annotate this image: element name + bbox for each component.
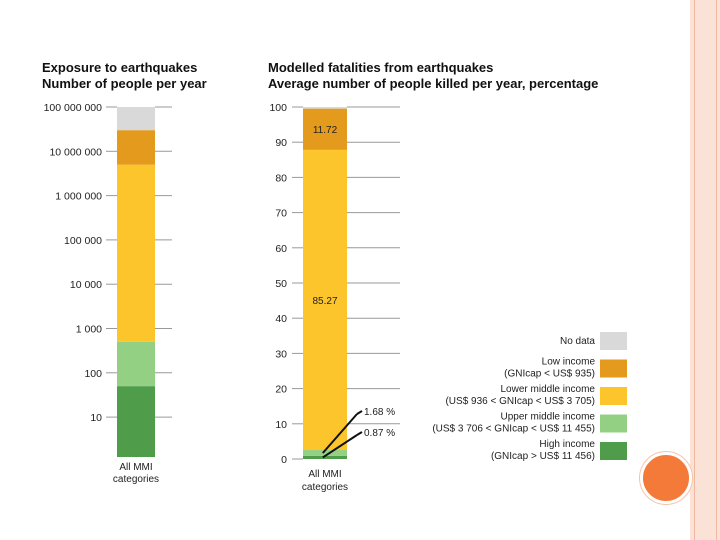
chart2-bar-segment: [303, 455, 347, 459]
legend-label: Upper middle income: [501, 412, 596, 423]
chart1-title: Exposure to earthquakes: [42, 60, 197, 75]
chart1-bar-segment: [117, 386, 155, 457]
chart2-tick-label: 100: [269, 102, 287, 114]
legend-sublabel: (US$ 3 706 < GNIcap < US$ 11 455): [432, 424, 595, 435]
legend-label: Lower middle income: [501, 384, 596, 395]
chart2-subtitle: Average number of people killed per year…: [268, 76, 598, 91]
legend: No data Low income(GNIcap < US$ 935) Lower…: [432, 332, 627, 462]
chart1-tick-label: 10 000: [70, 279, 102, 291]
chart2-callout-line: [322, 413, 358, 454]
legend-sublabel: (GNIcap < US$ 935): [504, 369, 595, 380]
chart2-category-label: All MMI: [308, 469, 341, 480]
legend-sublabel: (US$ 936 < GNIcap < US$ 3 705): [445, 396, 595, 407]
chart2-tick-label: 20: [275, 384, 287, 396]
chart2-tick-label: 60: [275, 243, 287, 255]
legend-swatch: [600, 442, 627, 460]
chart2-tick-label: 40: [275, 313, 287, 325]
chart1-category-label: categories: [113, 474, 159, 485]
chart1-tick-label: 1 000: [76, 324, 102, 336]
chart2-bar-segment: [303, 149, 347, 451]
chart2-callout-label: 1.68 %: [364, 407, 395, 418]
chart2-callout-line: [322, 434, 358, 459]
legend-swatch: [600, 414, 627, 433]
chart2-bar-segment: [303, 450, 347, 456]
slide-border-right: [690, 0, 720, 540]
charts-canvas: Exposure to earthquakes Number of people…: [42, 60, 627, 493]
chart1-tick-label: 10 000 000: [49, 146, 102, 158]
chart1-category-label: All MMI: [119, 462, 152, 473]
legend-swatch: [600, 332, 627, 350]
chart2-bar-segment: [303, 107, 347, 109]
chart1-bar-segment: [117, 341, 155, 387]
chart1-tick-label: 1 000 000: [55, 191, 102, 203]
decorative-circle: [640, 452, 692, 504]
slide-border-line: [716, 0, 717, 540]
chart2-data-label: 11.72: [313, 125, 338, 136]
chart2-callout-line: [356, 410, 363, 415]
legend-sublabel: (GNIcap > US$ 11 456): [491, 451, 595, 462]
chart2-tick-label: 90: [275, 137, 287, 149]
fatalities-chart: 0 10 20 30 40 50 60 70 80 90 100 85.27 11.72 0.87 % 1.…: [269, 102, 400, 493]
chart2-callout-line: [356, 431, 363, 436]
slide-border-line: [694, 0, 695, 540]
chart2-title: Modelled fatalities from earthquakes: [268, 60, 493, 75]
legend-label: No data: [560, 336, 595, 347]
legend-swatch: [600, 387, 627, 405]
chart2-callout-label: 0.87 %: [364, 428, 395, 439]
legend-label: High income: [539, 439, 595, 450]
chart2-tick-label: 30: [275, 348, 287, 360]
chart2-tick-label: 70: [275, 208, 287, 220]
chart1-tick-label: 100: [84, 368, 102, 380]
chart2-bar-segment: [303, 108, 347, 150]
chart2-tick-label: 50: [275, 278, 287, 290]
chart2-data-label: 85.27: [312, 296, 337, 307]
chart1-tick-label: 10: [90, 412, 102, 424]
chart1-bar-segment: [117, 107, 155, 131]
chart2-tick-label: 0: [281, 454, 287, 466]
chart1-bar-segment: [117, 164, 155, 342]
chart2-tick-label: 80: [275, 172, 287, 184]
legend-swatch: [600, 359, 627, 378]
chart1-tick-label: 100 000 000: [44, 102, 103, 114]
chart1-bar-segment: [117, 130, 155, 165]
chart2-category-label: categories: [302, 482, 348, 493]
chart1-subtitle: Number of people per year: [42, 76, 207, 91]
chart2-tick-label: 10: [275, 419, 287, 431]
chart1-tick-label: 100 000: [64, 235, 102, 247]
exposure-chart: 100 000 000 10 000 000 1 000 000 100 000 10 …: [44, 102, 172, 485]
legend-label: Low income: [542, 357, 596, 368]
